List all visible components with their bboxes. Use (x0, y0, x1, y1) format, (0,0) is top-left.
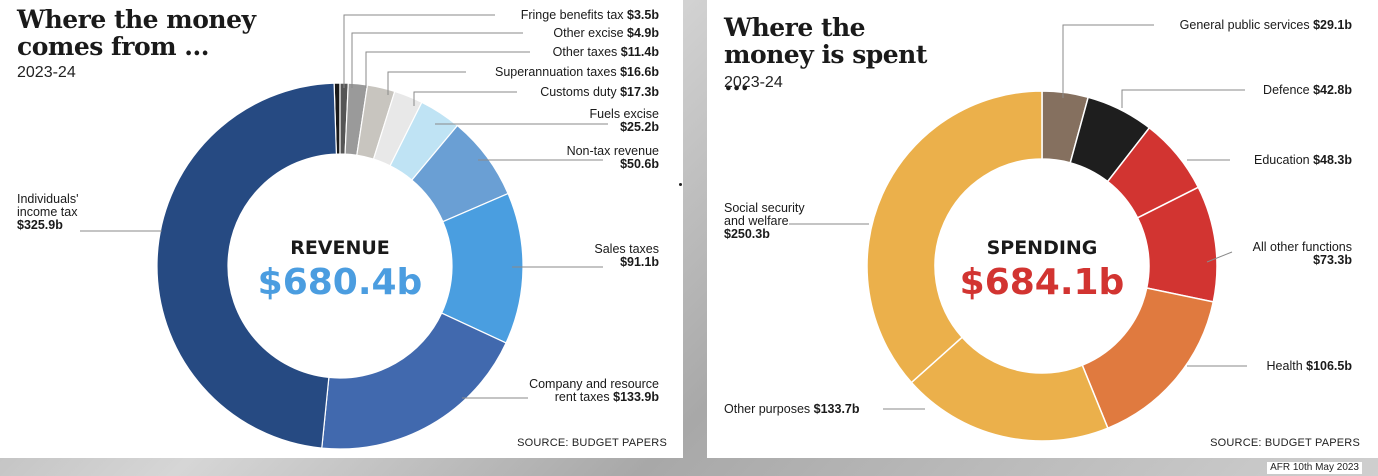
slice-individuals-income-tax (156, 82, 338, 449)
spending-chart-title: Where the money is spent ... (724, 13, 927, 96)
leader-line-defence (1121, 89, 1245, 108)
revenue-source: SOURCE: BUDGET PAPERS (517, 437, 667, 449)
label-other-excise: Other excise $4.9b (553, 26, 659, 40)
leader-line-fringe-benefits-tax (343, 14, 495, 88)
label-fuels-excise: Fuels excise (590, 107, 660, 121)
revenue-donut-chart: REVENUE $680.4b Individuals'income tax$325… (17, 8, 660, 450)
label-all-other-functions: All other functions (1253, 240, 1352, 254)
leader-line-other-excise (351, 32, 523, 88)
leader-line-superannuation-taxes (387, 71, 466, 95)
center-title: SPENDING (987, 237, 1098, 259)
label-other-purposes: Other purposes $133.7b (724, 402, 860, 416)
center-value: $680.4b (258, 262, 423, 303)
label-individuals-income-tax-line2: income tax (17, 205, 78, 219)
label-company-and-resource-rent-taxes: Company and resource (529, 377, 659, 391)
label-sales-taxes: Sales taxes (594, 242, 659, 256)
label-non-tax-revenue: Non-tax revenue (567, 144, 659, 158)
leader-line-general-public-services (1062, 24, 1154, 98)
label-fuels-excise-line2: $25.2b (620, 120, 659, 134)
label-defence: Defence $42.8b (1263, 83, 1352, 97)
label-superannuation-taxes: Superannuation taxes $16.6b (495, 65, 659, 79)
label-social-security-and-welfare: Social security (724, 201, 805, 215)
spending-donut-chart: SPENDING $684.1b General public services $… (724, 18, 1353, 442)
label-general-public-services: General public services $29.1b (1180, 18, 1353, 32)
publication-credit: AFR 10th May 2023 (1267, 462, 1362, 474)
slice-company-and-resource-rent-taxes (321, 312, 507, 450)
leader-line-customs-duty (413, 91, 517, 106)
label-all-other-functions-line2: $73.3b (1313, 253, 1352, 267)
center-title: REVENUE (290, 237, 390, 259)
slice-health (1081, 287, 1215, 430)
revenue-chart-subtitle: 2023-24 (17, 64, 76, 81)
center-value: $684.1b (960, 262, 1125, 303)
label-fringe-benefits-tax: Fringe benefits tax $3.5b (521, 8, 660, 22)
slice-social-security-and-welfare (866, 90, 1043, 384)
label-social-security-and-welfare-line2: and welfare (724, 214, 789, 228)
revenue-chart-title: Where the money comes from ... (17, 5, 256, 61)
leader-line-all-other-functions (1206, 251, 1233, 263)
label-individuals-income-tax-line3: $325.9b (17, 218, 63, 232)
spending-panel: Where the money is spent ... 2023-24 SPE… (707, 0, 1378, 458)
label-other-taxes: Other taxes $11.4b (553, 45, 660, 59)
label-health: Health $106.5b (1267, 359, 1353, 373)
spending-chart-subtitle: 2023-24 (724, 74, 783, 91)
label-sales-taxes-line2: $91.1b (620, 255, 659, 269)
spending-source: SOURCE: BUDGET PAPERS (1210, 437, 1360, 449)
separator-dot (679, 183, 682, 186)
label-individuals-income-tax: Individuals' (17, 192, 78, 206)
label-education: Education $48.3b (1254, 153, 1352, 167)
label-company-and-resource-rent-taxes-line2: rent taxes $133.9b (555, 390, 660, 404)
leader-line-other-taxes (365, 51, 530, 88)
revenue-panel: Where the money comes from ... 2023-24 R… (0, 0, 683, 458)
label-customs-duty: Customs duty $17.3b (540, 85, 659, 99)
label-social-security-and-welfare-line3: $250.3b (724, 227, 770, 241)
label-non-tax-revenue-line2: $50.6b (620, 157, 659, 171)
